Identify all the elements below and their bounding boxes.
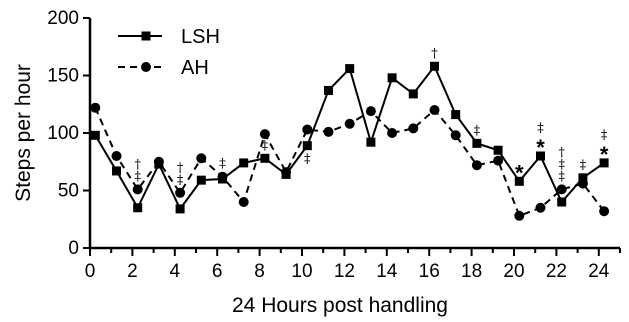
significance-mark: ‡: [304, 152, 311, 167]
data-point-lsh: [493, 145, 503, 155]
data-point-lsh: [260, 153, 270, 163]
legend: LSH AH: [118, 26, 220, 79]
data-point-ah: [111, 151, 122, 161]
data-point-ah: [281, 167, 292, 178]
x-tick-label: 10: [291, 261, 312, 282]
data-point-ah: [387, 128, 398, 138]
series-line-lsh: [94, 64, 605, 211]
x-tick-label: 2: [127, 261, 138, 282]
data-point-ah: [429, 105, 440, 115]
x-tick-label: 24: [588, 261, 610, 282]
significance-mark: †: [431, 46, 438, 61]
significance-mark: †: [558, 145, 565, 160]
legend-marker-ah: [141, 62, 151, 72]
x-tick-label: 4: [170, 261, 181, 282]
data-point-ah: [365, 106, 376, 117]
data-point-ah: [514, 210, 525, 221]
x-tick-label: 16: [419, 261, 440, 282]
y-tick-label: 100: [47, 123, 79, 144]
data-point-ah: [556, 184, 567, 195]
annotation-layer: ‡†‡† ‡‡‡†‡**‡‡‡†‡ *‡: [134, 46, 608, 188]
significance-mark: †: [177, 161, 184, 176]
data-point-lsh: [196, 175, 206, 185]
data-point-ah: [599, 206, 610, 217]
data-point-lsh: [599, 158, 609, 168]
x-tick-label: 8: [254, 261, 265, 282]
significance-mark: ‡: [262, 138, 269, 153]
data-point-ah: [153, 156, 164, 167]
y-tick-label: 200: [47, 8, 79, 29]
data-point-lsh: [175, 204, 185, 214]
data-point-lsh: [345, 64, 355, 74]
significance-mark: †: [134, 157, 141, 172]
series-layer: [90, 61, 610, 221]
significance-mark: ‡: [537, 121, 544, 136]
data-point-lsh: [578, 173, 588, 183]
y-axis-title: Steps per hour: [12, 64, 35, 202]
significance-mark: ‡: [219, 157, 226, 172]
data-point-ah: [471, 160, 482, 171]
data-point-ah: [408, 123, 419, 134]
data-point-lsh: [451, 110, 461, 120]
data-point-ah: [323, 126, 334, 137]
x-tick-label: 14: [376, 261, 398, 282]
data-point-ah: [217, 171, 228, 182]
data-point-lsh: [112, 166, 121, 176]
data-point-ah: [493, 155, 504, 166]
y-tick-label: 150: [47, 66, 79, 87]
legend-label-lsh: LSH: [181, 26, 220, 48]
x-tick-label: 6: [212, 261, 223, 282]
data-point-ah: [90, 102, 101, 113]
data-point-ah: [450, 130, 461, 141]
x-tick-label: 0: [85, 261, 96, 282]
data-point-lsh: [90, 130, 100, 140]
significance-mark: ‡: [580, 158, 587, 173]
y-tick-label: 0: [68, 238, 79, 259]
significance-mark: ‡: [558, 169, 565, 184]
data-point-ah: [238, 197, 249, 207]
significance-mark: ‡: [134, 169, 141, 184]
data-point-ah: [302, 124, 313, 135]
data-point-lsh: [302, 141, 312, 151]
significance-mark: ‡: [558, 157, 565, 172]
legend-label-ah: AH: [181, 57, 209, 79]
data-point-lsh: [133, 203, 143, 213]
data-point-ah: [535, 202, 546, 213]
x-tick-label: 18: [461, 261, 482, 282]
data-point-lsh: [472, 138, 482, 148]
data-point-lsh: [366, 137, 376, 147]
data-point-lsh: [324, 85, 333, 95]
significance-mark: ‡: [177, 173, 184, 188]
significance-star: *: [536, 135, 545, 160]
data-point-ah: [259, 129, 270, 140]
data-point-ah: [344, 118, 355, 129]
y-tick-label: 50: [58, 181, 79, 202]
x-axis-title: 24 Hours post handling: [232, 294, 448, 317]
x-tick-label: 12: [334, 261, 355, 282]
data-point-lsh: [536, 151, 545, 161]
data-point-lsh: [430, 61, 439, 71]
data-point-lsh: [387, 73, 397, 83]
data-point-lsh: [408, 89, 418, 99]
x-tick-label: 22: [546, 261, 567, 282]
significance-star: *: [600, 142, 609, 167]
legend-marker-lsh: [141, 31, 151, 41]
data-point-lsh: [514, 176, 524, 186]
data-point-lsh: [239, 158, 249, 168]
data-point-ah: [175, 187, 186, 198]
significance-mark: ‡: [474, 123, 481, 138]
x-tick-label: 20: [503, 261, 524, 282]
data-point-ah: [196, 153, 207, 164]
data-point-ah: [132, 184, 143, 195]
data-point-ah: [577, 178, 588, 189]
data-point-lsh: [557, 197, 567, 207]
significance-mark: ‡: [601, 128, 608, 143]
significance-star: *: [515, 160, 524, 185]
